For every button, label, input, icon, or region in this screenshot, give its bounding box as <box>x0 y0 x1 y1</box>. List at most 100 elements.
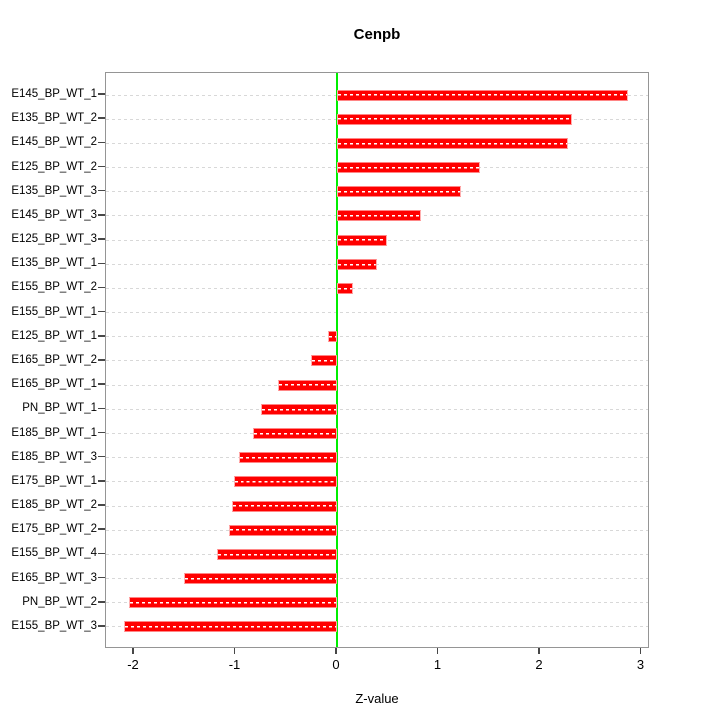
y-axis-tick <box>98 93 105 95</box>
y-axis-label: E125_BP_WT_3 <box>11 233 97 246</box>
y-axis-tick <box>98 576 105 579</box>
x-axis-tick-label: -1 <box>228 657 241 672</box>
y-axis-label: E165_BP_WT_1 <box>11 378 97 391</box>
y-axis-label: E145_BP_WT_1 <box>11 88 97 100</box>
bar <box>234 476 337 488</box>
x-axis-tick <box>538 648 540 654</box>
y-axis-tick <box>98 335 105 337</box>
y-axis-label: E165_BP_WT_2 <box>11 353 97 366</box>
y-axis-label: E155_BP_WT_3 <box>11 619 97 632</box>
y-axis-tick <box>98 262 105 264</box>
y-axis-label: E185_BP_WT_3 <box>11 450 97 463</box>
y-axis-label: E185_BP_WT_1 <box>11 426 97 439</box>
y-axis-label: E155_BP_WT_4 <box>11 547 97 560</box>
grid-line <box>106 336 648 338</box>
y-axis-tick <box>98 238 105 240</box>
y-axis-tick <box>98 117 105 119</box>
bar <box>337 162 481 174</box>
x-axis-tick <box>639 648 642 654</box>
y-axis-tick <box>98 214 105 216</box>
grid-line <box>106 287 648 289</box>
x-axis-tick <box>436 648 439 654</box>
y-axis-tick <box>98 552 105 555</box>
y-axis-tick <box>98 480 105 482</box>
bar <box>238 452 337 464</box>
x-axis-tick-label: 3 <box>636 657 645 672</box>
bar <box>337 113 573 125</box>
y-axis-tick <box>98 504 105 506</box>
grid-line <box>106 433 648 435</box>
grid-line <box>106 553 648 555</box>
y-axis-label: E155_BP_WT_1 <box>11 305 97 318</box>
bar <box>337 234 387 246</box>
grid-line <box>106 481 648 483</box>
grid-line <box>106 457 648 459</box>
y-axis-label: E135_BP_WT_2 <box>11 112 97 125</box>
grid-line <box>106 626 648 628</box>
y-axis-tick <box>98 528 105 530</box>
grid-line <box>106 263 648 265</box>
y-axis-label: E135_BP_WT_3 <box>11 184 97 197</box>
y-axis-label: PN_BP_WT_1 <box>22 402 97 415</box>
y-axis-label: E145_BP_WT_2 <box>11 136 97 149</box>
y-axis-tick <box>98 165 105 168</box>
grid-line <box>106 529 648 531</box>
grid-line <box>106 578 648 580</box>
bar <box>229 524 337 536</box>
plot-area <box>105 72 649 648</box>
y-axis-label: E165_BP_WT_3 <box>11 571 97 584</box>
x-axis-tick <box>335 648 337 654</box>
zero-reference-line <box>336 73 338 647</box>
y-axis-label: E125_BP_WT_1 <box>11 329 97 342</box>
bar <box>123 621 337 633</box>
grid-line <box>106 360 648 362</box>
y-axis-tick <box>98 407 105 410</box>
bar <box>252 428 337 440</box>
bar <box>183 573 337 585</box>
y-axis-tick <box>98 359 105 361</box>
y-axis-tick <box>98 383 105 385</box>
y-axis-tick <box>98 286 105 289</box>
y-axis-tick <box>98 431 105 434</box>
x-axis-tick-label: -2 <box>127 657 139 672</box>
y-axis-tick <box>98 601 105 603</box>
bar <box>337 258 377 270</box>
y-axis-label: PN_BP_WT_2 <box>22 595 97 608</box>
bar <box>217 548 337 560</box>
bar <box>310 355 337 367</box>
bar <box>128 597 337 609</box>
y-axis-tick <box>98 455 105 458</box>
grid-line <box>106 384 648 386</box>
bar <box>337 89 629 101</box>
y-axis-label: E155_BP_WT_2 <box>11 281 97 294</box>
x-axis-label: Z-value <box>355 691 399 706</box>
x-axis-tick-label: 0 <box>332 657 340 672</box>
y-axis-tick <box>98 310 105 313</box>
grid-line <box>106 602 648 604</box>
bar <box>278 379 337 391</box>
y-axis-label: E175_BP_WT_1 <box>11 474 97 487</box>
y-axis-tick <box>98 625 105 627</box>
bar <box>337 137 569 149</box>
bar <box>232 500 337 512</box>
bar <box>327 331 337 343</box>
bar <box>337 282 354 294</box>
y-axis-label: E125_BP_WT_2 <box>11 160 97 173</box>
x-axis-tick-label: 2 <box>535 657 543 672</box>
y-axis-tick <box>98 189 105 192</box>
y-axis-label: E145_BP_WT_3 <box>11 208 97 221</box>
x-axis-tick <box>233 648 236 654</box>
x-axis-tick-label: 1 <box>433 657 442 672</box>
bar <box>260 403 337 415</box>
y-axis-label: E135_BP_WT_1 <box>11 257 97 270</box>
grid-line <box>106 312 648 314</box>
y-axis-tick <box>98 141 105 144</box>
x-axis-tick <box>132 648 134 654</box>
chart-title: Cenpb <box>353 26 401 43</box>
y-axis-label: E185_BP_WT_2 <box>11 499 97 512</box>
bar <box>337 210 422 222</box>
y-axis-label: E175_BP_WT_2 <box>11 523 97 536</box>
grid-line <box>106 505 648 507</box>
grid-line <box>106 408 648 410</box>
